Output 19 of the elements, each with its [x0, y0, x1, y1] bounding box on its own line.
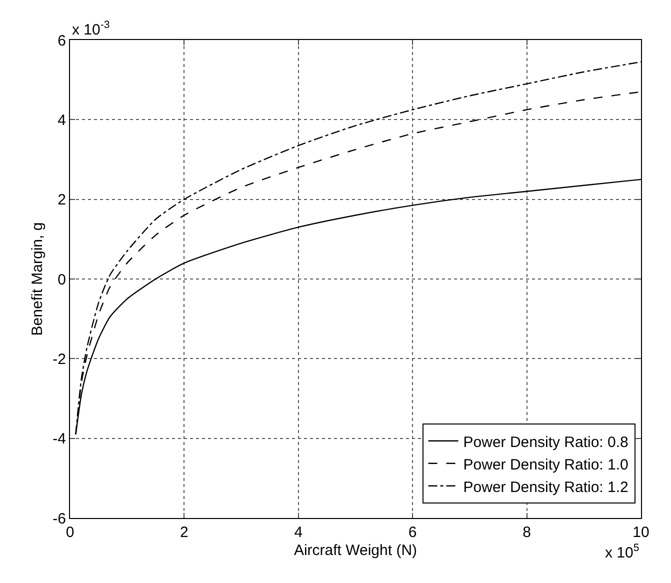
x-tick-label: 10 [632, 524, 650, 541]
x-tick-label: 8 [522, 524, 531, 541]
y-tick-label: 4 [58, 112, 66, 129]
legend-label: Power Density Ratio: 1.0 [463, 456, 628, 474]
x-tick-label: 6 [408, 524, 417, 541]
y-tick-label: 6 [58, 32, 66, 50]
y-tick-label: 2 [58, 192, 66, 209]
legend-label: Power Density Ratio: 1.2 [463, 478, 628, 496]
y-tick-label: -6 [52, 510, 66, 528]
y-tick-label: -2 [52, 350, 66, 368]
x-tick-label: 4 [294, 524, 303, 541]
y-axis-title: Benefit Margin, g [28, 222, 46, 336]
x-tick-label: 2 [180, 524, 188, 541]
y-tick-label: -4 [52, 430, 66, 448]
text: x 10$^{-3}$ [72, 19, 110, 38]
legend-label: Power Density Ratio: 0.8 [463, 434, 628, 451]
y-tick-label: 0 [58, 271, 66, 288]
text: x 10$^{5}$ [605, 542, 640, 562]
x-axis-title: Aircraft Weight (N) [294, 542, 418, 559]
